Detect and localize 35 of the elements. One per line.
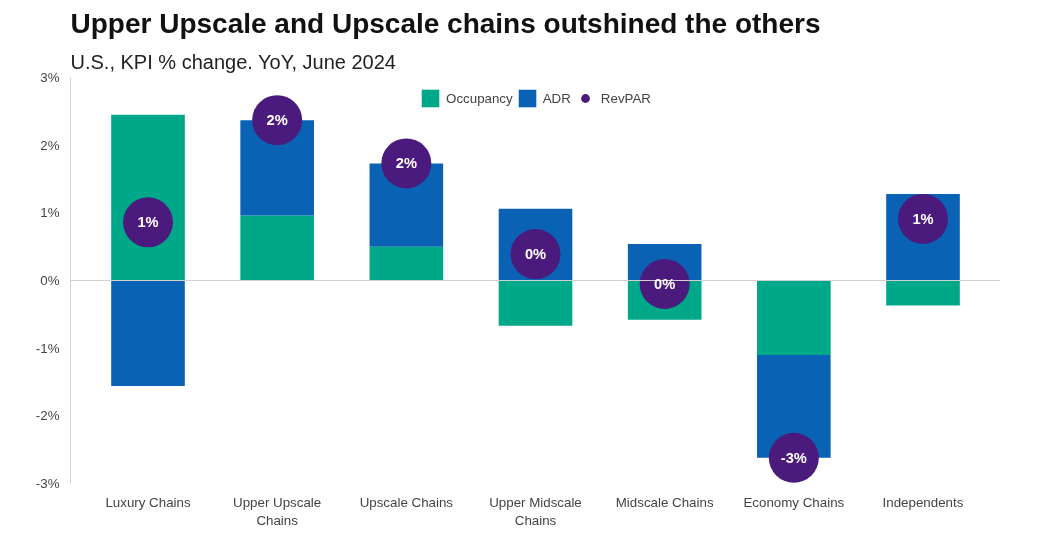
bar <box>111 280 185 387</box>
x-tick-label: Luxury Chains <box>105 494 191 510</box>
y-tick-label: -3% <box>35 476 60 491</box>
data-label: 1% <box>137 214 159 231</box>
x-tick-label: Economy Chains <box>743 494 845 510</box>
point <box>639 258 690 309</box>
y-tick-label: -1% <box>35 340 60 356</box>
x-tick-label: Independents <box>882 494 964 510</box>
y-tick-label: 3% <box>40 70 60 85</box>
y-tick-label: -2% <box>35 408 60 424</box>
point <box>252 95 303 146</box>
bar <box>240 215 314 281</box>
x-tick-label: Upscale Chains <box>359 494 454 510</box>
point <box>381 138 432 189</box>
point <box>768 432 819 483</box>
x-tick-label: Midscale Chains <box>615 494 714 510</box>
chart-title: Upper Upscale and Upscale chains outshined the others <box>70 7 821 39</box>
y-tick-label: 1% <box>40 205 60 221</box>
data-label: 1% <box>912 210 934 227</box>
legend-label: ADR <box>542 90 571 106</box>
bar <box>369 246 444 281</box>
chart-subtitle: U.S., KPI % change. YoY, June 2024 <box>70 50 396 73</box>
y-tick-label: 0% <box>40 273 60 288</box>
bar <box>498 280 573 326</box>
legend-label: Occupancy <box>446 90 513 106</box>
data-label: 2% <box>395 155 417 172</box>
y-tick-label: 2% <box>40 137 60 153</box>
x-tick-label: Upper Midscale Chains <box>489 494 582 528</box>
data-label: 0% <box>524 246 547 263</box>
legend-label: RevPAR <box>600 90 651 106</box>
data-label: 2% <box>266 112 288 129</box>
data-label: -3% <box>780 449 807 466</box>
x-tick-label: Upper Upscale Chains <box>233 494 322 528</box>
bar <box>886 280 960 306</box>
bar <box>757 280 831 355</box>
